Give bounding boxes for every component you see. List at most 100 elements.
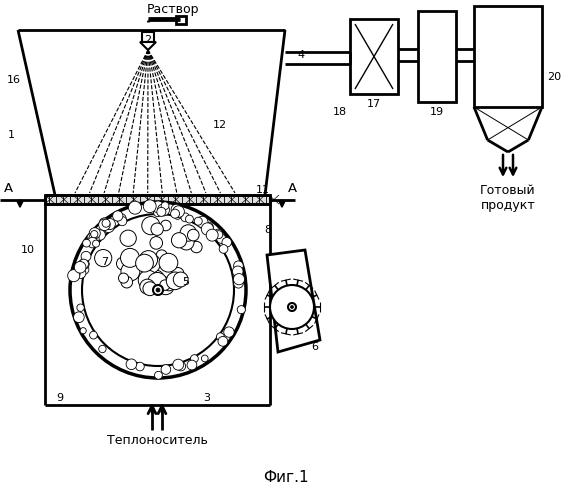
Circle shape — [194, 217, 202, 225]
Circle shape — [70, 202, 246, 378]
Text: 9: 9 — [57, 393, 63, 403]
Circle shape — [180, 225, 197, 241]
Circle shape — [176, 362, 186, 371]
Circle shape — [154, 372, 162, 380]
Circle shape — [161, 220, 171, 231]
Bar — [142, 32, 154, 42]
Circle shape — [76, 268, 86, 278]
Text: Раствор: Раствор — [147, 2, 199, 16]
Circle shape — [118, 273, 129, 283]
Circle shape — [120, 230, 136, 246]
Circle shape — [224, 327, 234, 338]
Circle shape — [219, 244, 228, 254]
Circle shape — [113, 211, 123, 221]
Circle shape — [187, 360, 197, 370]
Bar — [418, 11, 456, 102]
Text: 4: 4 — [297, 50, 304, 60]
Circle shape — [172, 268, 184, 280]
Circle shape — [288, 303, 296, 311]
Circle shape — [173, 359, 184, 370]
Circle shape — [78, 264, 89, 274]
Circle shape — [156, 250, 167, 261]
Circle shape — [173, 272, 188, 287]
Circle shape — [152, 201, 164, 213]
Circle shape — [74, 262, 86, 273]
Text: 6: 6 — [312, 342, 319, 352]
Text: 18: 18 — [333, 107, 347, 117]
Text: 2: 2 — [145, 35, 152, 45]
Circle shape — [150, 236, 162, 249]
Circle shape — [159, 254, 178, 272]
Circle shape — [151, 223, 164, 235]
Circle shape — [164, 280, 175, 291]
Text: 19: 19 — [430, 107, 444, 117]
Circle shape — [171, 204, 181, 214]
Text: 12: 12 — [213, 120, 227, 130]
Circle shape — [121, 276, 133, 288]
Text: 5: 5 — [182, 277, 189, 287]
Bar — [176, 16, 186, 24]
Circle shape — [218, 336, 228, 346]
Circle shape — [201, 355, 208, 362]
Circle shape — [138, 270, 158, 290]
Circle shape — [121, 248, 140, 268]
Circle shape — [198, 217, 207, 225]
Circle shape — [80, 328, 86, 334]
Circle shape — [188, 230, 199, 241]
Circle shape — [98, 219, 110, 230]
Circle shape — [100, 218, 110, 228]
Text: 1: 1 — [7, 130, 14, 140]
Text: 10: 10 — [21, 245, 35, 255]
Circle shape — [141, 254, 160, 274]
Circle shape — [77, 304, 84, 312]
Circle shape — [157, 208, 166, 216]
Bar — [350, 19, 398, 94]
Circle shape — [190, 242, 202, 253]
Text: 3: 3 — [204, 393, 210, 403]
Circle shape — [91, 230, 98, 238]
Circle shape — [157, 204, 169, 216]
Circle shape — [104, 218, 116, 230]
Circle shape — [143, 282, 157, 296]
Text: Готовый
продукт: Готовый продукт — [480, 184, 536, 212]
Circle shape — [153, 208, 162, 216]
Circle shape — [233, 278, 243, 288]
Circle shape — [102, 220, 114, 232]
Circle shape — [145, 270, 165, 288]
Text: A: A — [288, 182, 296, 194]
Text: 17: 17 — [367, 99, 381, 109]
Circle shape — [173, 206, 184, 218]
Circle shape — [216, 333, 224, 340]
Circle shape — [232, 266, 243, 276]
Circle shape — [93, 240, 100, 247]
Circle shape — [149, 258, 159, 268]
Circle shape — [160, 280, 170, 290]
Circle shape — [87, 234, 94, 241]
Circle shape — [161, 202, 169, 209]
Circle shape — [117, 257, 129, 270]
Bar — [45, 195, 270, 204]
Circle shape — [161, 364, 170, 374]
Circle shape — [73, 270, 80, 278]
Circle shape — [140, 279, 155, 294]
Circle shape — [174, 212, 181, 220]
Circle shape — [185, 215, 193, 223]
Polygon shape — [267, 250, 320, 352]
Circle shape — [94, 250, 112, 266]
Circle shape — [217, 234, 226, 243]
Circle shape — [237, 306, 245, 314]
Circle shape — [79, 259, 89, 269]
Circle shape — [126, 359, 137, 370]
Circle shape — [214, 230, 223, 238]
Circle shape — [136, 254, 153, 272]
Circle shape — [206, 229, 218, 241]
Circle shape — [170, 209, 180, 218]
Text: 11: 11 — [256, 185, 270, 195]
Circle shape — [73, 312, 84, 322]
Circle shape — [81, 252, 91, 261]
Text: 8: 8 — [264, 225, 272, 235]
Text: 16: 16 — [7, 75, 21, 85]
Circle shape — [233, 274, 245, 285]
Circle shape — [67, 270, 80, 281]
Circle shape — [142, 216, 160, 235]
